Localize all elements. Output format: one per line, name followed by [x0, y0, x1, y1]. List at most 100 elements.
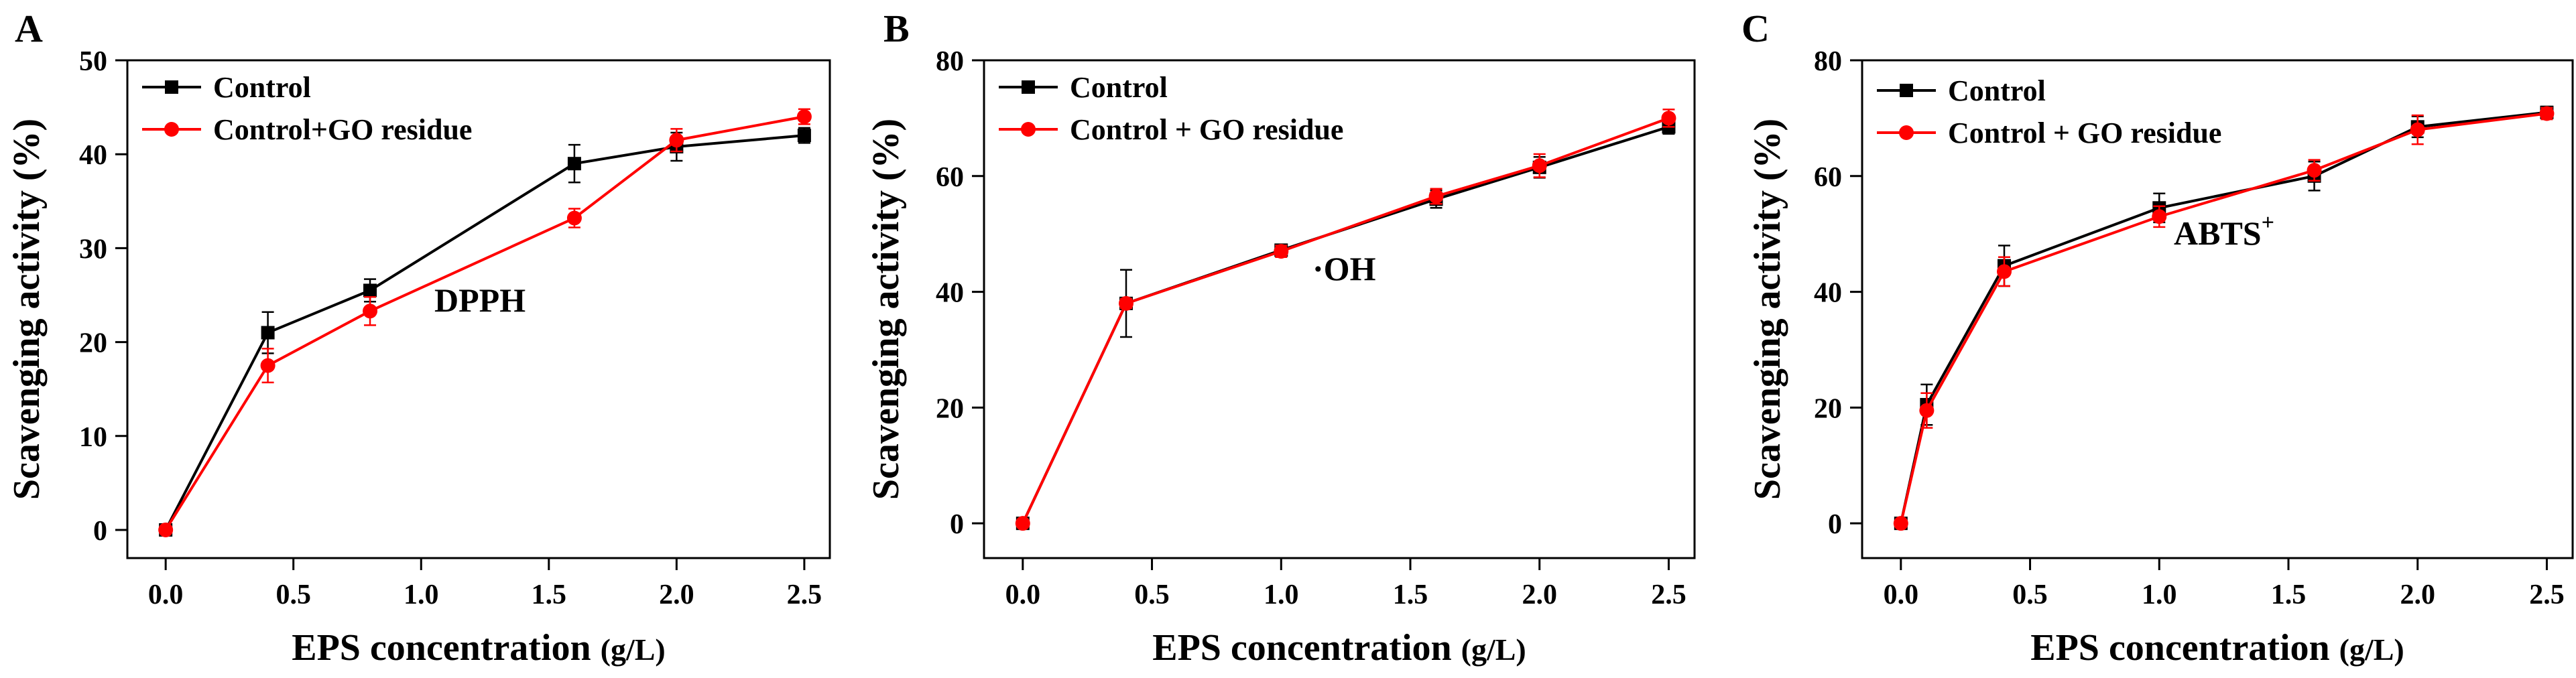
panel-label: A [15, 7, 43, 50]
data-point-circle [1119, 295, 1133, 311]
data-point-circle [2307, 163, 2322, 178]
legend-label: Control [1948, 74, 2046, 107]
annotation-label: DPPH [434, 281, 526, 319]
y-axis-label: Scavenging activity (%) [1747, 119, 1788, 500]
data-point-circle [796, 109, 812, 125]
legend-marker-square [165, 80, 178, 94]
data-point-circle [1428, 189, 1444, 204]
legend-marker-square [1900, 84, 1913, 97]
y-tick-label: 20 [79, 328, 107, 359]
x-tick-label: 0.0 [1884, 580, 1919, 610]
annotation-text: DPPH [434, 281, 526, 319]
legend-label: Control [1070, 71, 1168, 104]
x-tick-label: 0.5 [275, 580, 311, 610]
data-point-circle [2152, 209, 2167, 224]
annotation-superscript: + [2262, 210, 2274, 235]
annotation-label: ABTS+ [2174, 210, 2274, 252]
series-control [159, 127, 811, 537]
y-tick-label: 80 [936, 46, 964, 77]
data-point-square [261, 326, 275, 340]
data-point-circle [2539, 106, 2555, 121]
panel-a: A 0.0 0.5 1.0 1.5 2.0 2.5 0 10 20 30 40 50 EPS concen… [6, 7, 831, 669]
legend-marker-circle [1899, 125, 1914, 140]
legend: Control Control + GO residue [1877, 74, 2221, 149]
data-point-circle [2410, 122, 2425, 137]
data-point-circle [1274, 244, 1289, 259]
x-tick-label: 1.0 [1264, 580, 1299, 610]
series-go-residue [1015, 109, 1676, 531]
series-go-residue [1893, 106, 2555, 531]
x-tick-label: 1.5 [1393, 580, 1428, 610]
x-tick-label: 1.5 [532, 580, 567, 610]
data-point-circle [1532, 158, 1547, 174]
x-axis-label-unit: (g/L) [2339, 632, 2404, 667]
y-tick-label: 0 [1828, 509, 1842, 540]
series-control [1894, 105, 2554, 531]
legend-label: Control + GO residue [1948, 117, 2221, 149]
annotation-text: ABTS [2174, 214, 2262, 252]
series-line [1899, 111, 2547, 524]
legend: Control Control + GO residue [999, 71, 1343, 146]
y-tick-label: 40 [1814, 278, 1842, 309]
series-line [1899, 112, 2547, 524]
series-line [1022, 117, 1670, 525]
plot-frame [1861, 59, 2574, 559]
y-tick-label: 0 [950, 509, 964, 540]
data-point-circle [566, 210, 582, 226]
x-tick-label: 0.0 [148, 580, 184, 610]
x-axis-label-main: EPS concentration [2030, 627, 2339, 669]
y-axis-label: Scavenging activity (%) [865, 119, 907, 500]
legend-marker-square [1022, 80, 1035, 94]
annotation-text: ·OH [1312, 250, 1376, 287]
x-tick-label: 0.0 [1005, 580, 1041, 610]
y-tick-label: 20 [936, 393, 964, 424]
panel-c: C 0.0 0.5 1.0 1.5 2.0 2.5 0 20 40 60 80 EPS concentr… [1741, 7, 2574, 669]
y-axis-label: Scavenging activity (%) [6, 119, 48, 500]
data-point-circle [1015, 516, 1030, 531]
data-point-square [567, 157, 581, 171]
data-point-circle [158, 522, 174, 537]
data-point-circle [260, 358, 275, 373]
data-point-circle [1893, 516, 1908, 531]
y-tick-label: 20 [1814, 393, 1842, 424]
legend-label: Control + GO residue [1070, 113, 1343, 146]
x-tick-label: 2.0 [659, 580, 694, 610]
x-tick-label: 0.5 [1134, 580, 1170, 610]
series-line [164, 134, 805, 531]
y-tick-label: 30 [79, 234, 107, 265]
y-tick-label: 50 [79, 46, 107, 77]
x-axis-label-unit: (g/L) [601, 632, 666, 667]
x-tick-label: 2.5 [787, 580, 822, 610]
y-tick-label: 60 [1814, 162, 1842, 193]
plot-frame [126, 59, 831, 559]
x-axis-label: EPS concentration (g/L) [1152, 627, 1526, 669]
panel-b: B 0.0 0.5 1.0 1.5 2.0 2.5 0 20 40 60 80 EPS concentr… [865, 7, 1696, 669]
x-tick-label: 2.5 [2529, 580, 2565, 610]
panel-label: B [883, 7, 910, 50]
legend-marker-circle [164, 122, 179, 137]
x-axis-label-main: EPS concentration [1152, 627, 1461, 669]
y-tick-label: 60 [936, 162, 964, 193]
x-tick-label: 2.0 [2400, 580, 2435, 610]
x-axis-label: EPS concentration (g/L) [2030, 627, 2404, 669]
x-tick-label: 2.0 [1522, 580, 1557, 610]
series-line [164, 115, 805, 531]
data-point-circle [363, 303, 378, 319]
x-tick-label: 0.5 [2012, 580, 2048, 610]
x-tick-label: 1.0 [2142, 580, 2177, 610]
data-point-circle [1919, 403, 1935, 418]
legend-label: Control [213, 71, 311, 104]
data-point-square [797, 129, 811, 143]
y-tick-label: 0 [93, 516, 107, 547]
y-tick-label: 10 [79, 422, 107, 453]
series-line [1022, 125, 1670, 525]
x-axis-label-unit: (g/L) [1461, 632, 1526, 667]
data-point-square [363, 283, 377, 297]
data-point-circle [1997, 264, 2012, 279]
data-point-circle [669, 133, 684, 148]
annotation-label: ·OH [1312, 250, 1376, 287]
x-axis-label-main: EPS concentration [292, 627, 600, 669]
x-tick-label: 1.0 [404, 580, 439, 610]
y-tick-label: 80 [1814, 46, 1842, 77]
